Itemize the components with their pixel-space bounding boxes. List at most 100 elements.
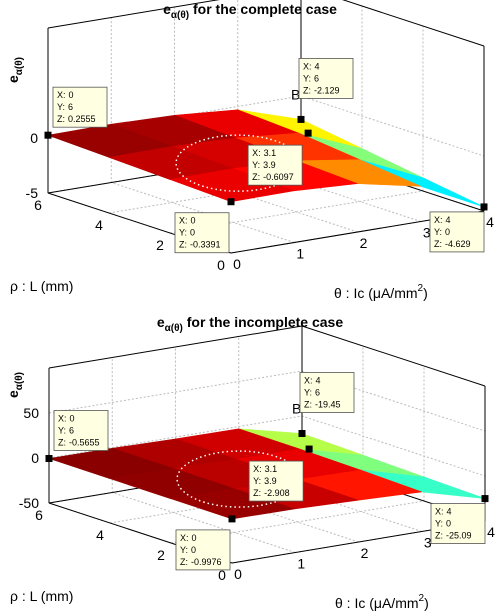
datatip: X: 4 Y: 0 Z: -4.629 [429, 203, 488, 253]
x-tick-label: 1 [296, 246, 304, 262]
annotation: B [291, 86, 300, 102]
y-axis-label: ρ : L (mm) [10, 588, 73, 604]
datatip-label: Y: [253, 476, 261, 486]
datatip-label: Z: [304, 400, 312, 410]
datatip: X: 3.1Y: 3.9Z: -2.908 [248, 445, 313, 502]
datatip-text: Y: 3.9 [252, 160, 276, 170]
chart: eα(θ) for the incomplete case012340246-5… [5, 314, 495, 611]
datatip-marker [298, 430, 306, 438]
title-text: for the incomplete case [183, 314, 343, 330]
z-tick-label: 50 [23, 405, 39, 421]
box-edge [342, 0, 485, 47]
datatip-text: Y: 0 [179, 228, 195, 238]
datatip-text: X: 3.1 [253, 464, 277, 474]
x-tick-label: 0 [233, 256, 241, 272]
datatip-value: 3.1 [264, 148, 277, 158]
datatip-value: 4 [316, 376, 321, 386]
chart-title: eα(θ) for the complete case [163, 1, 337, 21]
datatip-value: 0 [446, 519, 451, 529]
datatip-box [248, 460, 304, 502]
x-label-end: ) [424, 595, 429, 611]
y-tick-label: 0 [217, 257, 225, 273]
datatip-value: 0.2555 [68, 114, 96, 124]
datatip-label: Z: [435, 531, 443, 541]
datatip-marker [227, 198, 235, 206]
chart: eα(θ) for the complete case012340246-50ρ… [5, 0, 494, 301]
z-label-sub: α(θ) [14, 57, 25, 75]
datatip-value: 3.1 [265, 464, 278, 474]
datatip-value: 0 [190, 228, 195, 238]
datatip-label: X: [179, 216, 188, 226]
z-label-base: e [5, 75, 21, 83]
z-axis-label: eα(θ) [5, 372, 25, 398]
y-tick-label: 4 [96, 527, 104, 543]
datatip-text: Z: -0.5655 [58, 438, 100, 448]
x-label-sup: 2 [418, 283, 424, 294]
datatip-label: Y: [435, 519, 443, 529]
datatip-value: 0 [70, 414, 75, 424]
title-base: e [163, 1, 171, 17]
datatip-label: X: [252, 148, 261, 158]
z-axis-label: eα(θ) [5, 57, 25, 83]
datatip-text: X: 4 [435, 507, 452, 517]
datatip-text: Z: -19.45 [304, 400, 341, 410]
title-sub: α(θ) [171, 10, 189, 21]
y-tick-label: 0 [218, 567, 226, 583]
datatip-label: Y: [252, 160, 260, 170]
datatip-value: 6 [315, 388, 320, 398]
datatip-box [429, 211, 485, 253]
x-label-end: ) [423, 285, 428, 301]
datatip-label: Y: [179, 228, 187, 238]
datatip-text: Y: 6 [303, 73, 319, 83]
datatip: X: 4 Y: 6 Z: -19.45 [298, 372, 355, 438]
datatip-label: Y: [304, 388, 312, 398]
datatip-text: Y: 6 [57, 102, 73, 112]
datatip-label: Y: [58, 426, 66, 436]
z-label-base: e [5, 390, 21, 398]
datatip: X: 0Y: 6Z: -0.5655 [45, 410, 109, 463]
x-tick-label: 4 [486, 214, 494, 230]
z-tick-label: -5 [26, 185, 39, 201]
datatip: X: 4 Y: 0 Z: -25.09 [430, 495, 489, 544]
datatip-marker [297, 115, 305, 123]
datatip: X: 0Y: 0Z: -0.9976 [175, 515, 236, 571]
datatip-text: Y: 0 [434, 227, 450, 237]
datatip-value: 0 [192, 533, 197, 543]
datatip-text: X: 4 [434, 215, 451, 225]
x-label-text: θ : Ic (μA/mm [335, 595, 419, 611]
datatip-value: 0 [191, 216, 196, 226]
title-text: for the complete case [189, 1, 337, 17]
datatip-text: X: 0 [57, 90, 74, 100]
datatip-text: Z: -0.3391 [179, 240, 221, 250]
datatip-value: 6 [68, 102, 73, 112]
datatip-value: -4.629 [445, 239, 471, 249]
datatip-label: Z: [180, 557, 188, 567]
y-tick-label: 6 [34, 197, 42, 213]
z-tick-label: -50 [19, 495, 39, 511]
datatip-marker [45, 455, 53, 463]
datatip-value: -0.3391 [190, 240, 221, 250]
datatip-value: -0.6097 [263, 172, 294, 182]
datatip-label: Z: [434, 239, 442, 249]
z-tick-label: 0 [30, 130, 38, 146]
datatip-text: Z: -4.629 [434, 239, 471, 249]
datatip-value: 3.9 [264, 476, 277, 486]
datatip-label: X: [303, 61, 312, 71]
datatip-text: Y: 0 [180, 545, 196, 555]
datatip-label: X: [434, 215, 443, 225]
datatip-text: Z: -25.09 [435, 531, 472, 541]
datatip-label: Y: [180, 545, 188, 555]
datatip-box [298, 58, 354, 99]
x-tick-label: 2 [360, 235, 368, 251]
datatip-label: X: [180, 533, 189, 543]
datatip-value: 0 [69, 90, 74, 100]
datatip: X: 4Y: 6Z: -2.129 [297, 58, 354, 123]
datatip-label: X: [435, 507, 444, 517]
y-tick-label: 6 [35, 507, 43, 523]
datatip-box [247, 144, 303, 186]
datatip-label: Z: [303, 85, 311, 95]
datatip-label: X: [304, 376, 313, 386]
box-edge [48, 325, 303, 369]
datatip-text: Y: 6 [304, 388, 320, 398]
